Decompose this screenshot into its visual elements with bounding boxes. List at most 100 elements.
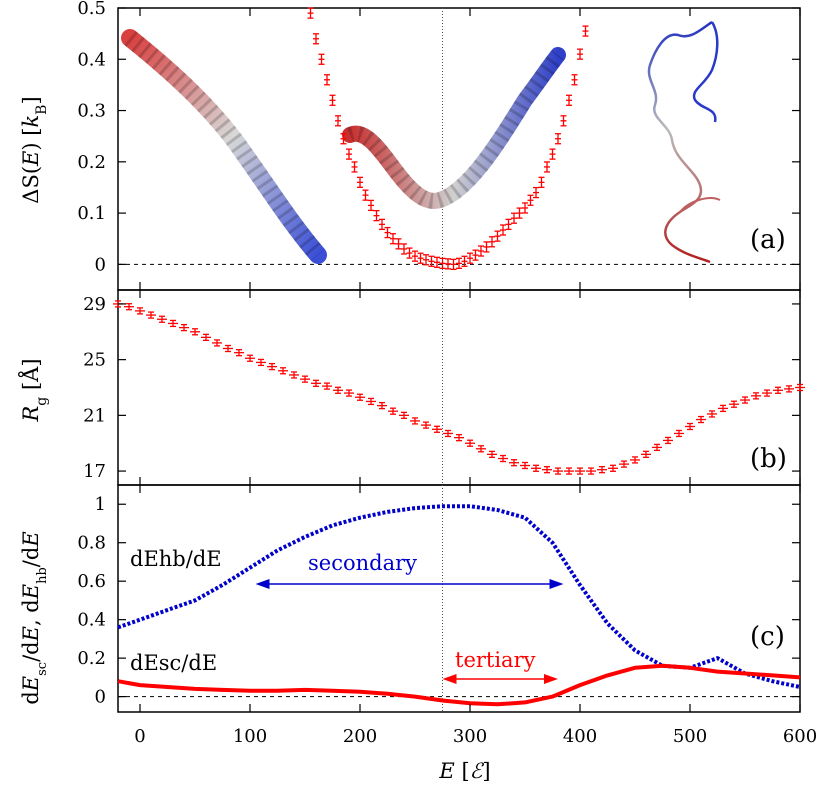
data-point <box>487 450 497 459</box>
data-point <box>324 74 330 86</box>
frame-panel-2 <box>117 289 801 486</box>
data-point <box>555 133 561 145</box>
data-point <box>571 74 578 86</box>
data-point <box>454 433 464 442</box>
data-point <box>641 450 651 459</box>
data-point <box>509 459 519 467</box>
xlabel: E [ℰ] <box>438 759 490 783</box>
panel-label-b: (b) <box>750 444 787 474</box>
data-point <box>538 176 545 188</box>
ytick-label: 29 <box>83 294 106 315</box>
data-point <box>597 466 607 474</box>
data-point <box>410 417 420 425</box>
arrow-secondary <box>255 579 564 589</box>
data-point <box>201 333 211 342</box>
helix-structure-left <box>121 29 327 264</box>
data-point <box>674 429 684 438</box>
data-point <box>179 323 189 332</box>
data-point <box>412 250 418 262</box>
data-point <box>318 53 325 65</box>
ytick-label: 17 <box>83 461 106 482</box>
ylabel-panel-a: ΔS(E) [kB] <box>19 96 50 203</box>
data-point <box>395 238 402 250</box>
data-point <box>608 464 618 472</box>
arrow-tertiary <box>442 674 558 684</box>
data-point <box>417 252 424 264</box>
data-point <box>696 415 706 424</box>
data-marks <box>113 7 805 707</box>
ytick-label: 25 <box>83 350 106 371</box>
data-point <box>489 236 495 248</box>
data-point <box>267 362 277 371</box>
data-point <box>465 439 475 447</box>
data-point <box>322 382 332 390</box>
data-point <box>368 199 374 212</box>
data-point <box>377 401 387 410</box>
xtick-label: 600 <box>783 726 817 747</box>
data-point <box>423 254 429 266</box>
data-point <box>663 436 673 445</box>
data-point <box>168 319 178 328</box>
data-point <box>212 339 222 347</box>
data-point <box>542 466 552 474</box>
hb-curve-label: dEhb/dE <box>130 547 222 571</box>
series-line-descde <box>117 663 801 707</box>
data-point <box>390 233 396 245</box>
data-point <box>340 133 347 145</box>
data-point <box>278 367 288 375</box>
data-point <box>630 456 640 464</box>
data-point <box>399 411 409 420</box>
data-point <box>223 344 233 353</box>
data-point <box>439 257 446 269</box>
data-point <box>586 467 596 475</box>
data-point <box>388 407 398 415</box>
data-point <box>751 392 761 400</box>
unfolded-structure-right <box>647 20 721 264</box>
data-point <box>566 94 572 106</box>
data-point <box>511 212 517 224</box>
ytick-label: 1 <box>95 494 106 515</box>
data-point <box>190 328 200 336</box>
ylabel-panel-b: Rg [Å] <box>18 358 50 422</box>
data-point <box>467 252 473 264</box>
data-point <box>379 218 385 231</box>
ytick-label: 0 <box>95 254 106 275</box>
data-point <box>478 245 484 257</box>
data-point <box>520 461 530 470</box>
ytick-label: 0 <box>95 687 106 708</box>
data-point <box>157 315 167 323</box>
data-point <box>355 393 365 401</box>
data-point <box>124 303 134 311</box>
data-point <box>300 375 310 383</box>
xtick-label: 0 <box>134 726 145 747</box>
data-point <box>527 194 534 206</box>
xtick-label: 100 <box>233 726 267 747</box>
data-point <box>619 460 629 468</box>
data-point <box>311 379 321 387</box>
data-point <box>357 176 363 188</box>
data-point <box>289 371 299 379</box>
data-point <box>564 467 574 475</box>
ytick-label: 0.3 <box>77 101 106 122</box>
frame-panel-1 <box>117 7 801 291</box>
ytick-label: 0.6 <box>77 571 106 592</box>
ytick-label: 0.4 <box>77 610 106 631</box>
data-point <box>516 207 523 219</box>
reference-lines <box>118 8 800 712</box>
tertiary-label: tertiary <box>455 648 536 672</box>
xtick-label: 300 <box>453 726 487 747</box>
data-point <box>577 48 583 60</box>
data-point <box>434 256 440 268</box>
data-point <box>146 311 156 319</box>
xtick-label: 200 <box>343 726 377 747</box>
data-point <box>401 243 407 255</box>
data-point <box>445 258 451 270</box>
ytick-label: 21 <box>83 405 106 426</box>
data-point <box>718 404 728 413</box>
helix-structure-middle <box>342 47 566 209</box>
data-point <box>256 358 266 367</box>
ytick-label: 0.2 <box>77 648 106 669</box>
data-point <box>549 148 556 160</box>
sc-curve-label: dEsc/dE <box>130 651 217 675</box>
